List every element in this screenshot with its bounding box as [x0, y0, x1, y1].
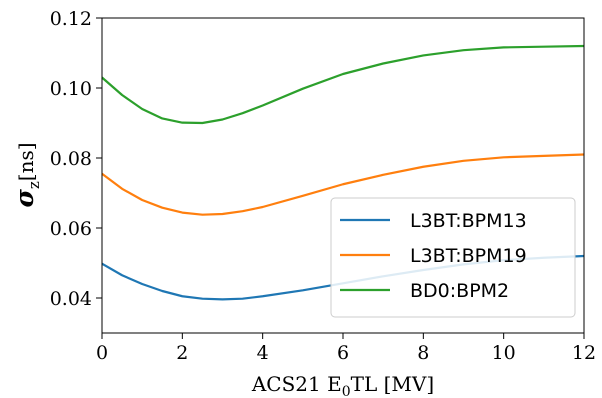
y-axis-title-subscript: z	[25, 181, 43, 189]
x-axis: 0 2 4 6 8 10 12	[96, 333, 596, 364]
y-tick-label: 0.10	[50, 78, 92, 100]
x-tick-label: 0	[96, 342, 108, 364]
x-tick-label: 10	[492, 342, 516, 364]
y-axis-title-suffix: [ns]	[14, 142, 38, 181]
x-tick-label: 4	[257, 342, 269, 364]
legend: L3BT:BPM13 L3BT:BPM19 BD0:BPM2	[331, 198, 575, 317]
x-axis-title-subscript: 0	[342, 384, 351, 398]
legend-label-3: BD0:BPM2	[410, 280, 509, 302]
x-tick-label: 12	[572, 342, 596, 364]
legend-label-1: L3BT:BPM13	[410, 210, 527, 232]
x-axis-title: ACS21 E0TL [MV]	[251, 372, 434, 398]
y-axis: 0.04 0.06 0.08 0.10 0.12	[50, 8, 102, 310]
x-axis-title-suffix: TL [MV]	[351, 372, 435, 396]
y-tick-label: 0.04	[50, 288, 92, 310]
y-tick-label: 0.12	[50, 8, 92, 30]
y-tick-label: 0.08	[50, 148, 92, 170]
svg-text:σz[ns]: σz[ns]	[10, 142, 43, 207]
x-tick-label: 6	[337, 342, 349, 364]
x-tick-label: 2	[176, 342, 188, 364]
legend-label-2: L3BT:BPM19	[410, 245, 527, 267]
x-tick-label: 8	[417, 342, 429, 364]
y-axis-title: σz[ns]	[10, 142, 43, 207]
series-line-3	[102, 46, 584, 123]
y-tick-label: 0.06	[50, 218, 92, 240]
